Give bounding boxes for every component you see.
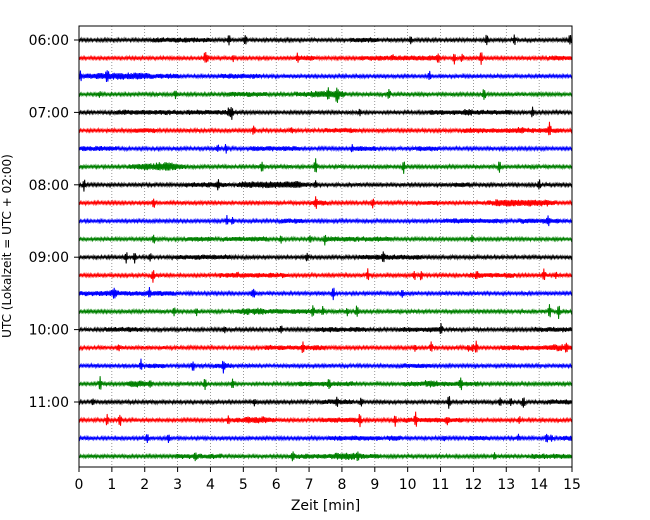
y-tick-label: 11:00 (29, 395, 69, 411)
trace-0930 (78, 287, 573, 301)
trace-0700 (78, 106, 573, 120)
x-tick-label: 8 (337, 477, 346, 493)
trace-1015 (78, 340, 573, 353)
trace-0615 (78, 52, 573, 65)
x-tick-label: 15 (563, 477, 581, 493)
trace-0730 (78, 143, 573, 154)
trace-0815 (78, 196, 573, 209)
trace-0800 (78, 179, 573, 192)
y-axis-ticks: 06:00 07:00 08:00 09:00 10:00 11:00 (29, 33, 79, 411)
y-tick-label: 06:00 (29, 33, 69, 49)
y-tick-label: 10:00 (29, 323, 69, 339)
y-tick-label: 07:00 (29, 105, 69, 121)
trace-0845 (78, 234, 573, 246)
x-tick-label: 10 (399, 477, 417, 493)
x-tick-label: 5 (239, 477, 248, 493)
trace-1145 (78, 451, 573, 462)
trace-0630 (78, 70, 573, 83)
x-tick-label: 14 (530, 477, 548, 493)
trace-0600 (78, 34, 573, 46)
trace-1115 (78, 411, 573, 428)
trace-1045 (78, 376, 573, 391)
x-tick-label: 0 (75, 477, 84, 493)
trace-0945 (78, 304, 573, 320)
x-tick-label: 7 (305, 477, 314, 493)
plot-frame (78, 25, 573, 468)
x-axis-label: Zeit [min] (291, 498, 360, 514)
x-tick-label: 6 (272, 477, 281, 493)
y-tick-label: 09:00 (29, 250, 69, 266)
x-tick-label: 13 (497, 477, 515, 493)
x-tick-label: 11 (432, 477, 450, 493)
x-axis-ticks: 0 1 2 3 4 5 6 7 8 9 10 11 12 13 14 15 (75, 467, 581, 493)
trace-1000 (78, 323, 573, 335)
seismic-traces (78, 34, 573, 462)
trace-0830 (78, 214, 573, 227)
trace-1030 (78, 358, 573, 374)
trace-1130 (78, 433, 573, 444)
x-tick-label: 2 (140, 477, 149, 493)
trace-0915 (78, 268, 573, 283)
x-tick-label: 9 (370, 477, 379, 493)
x-tick-label: 1 (107, 477, 116, 493)
y-axis-label: UTC (Lokalzeit = UTC + 02:00) (0, 154, 14, 338)
trace-0900 (78, 251, 573, 264)
trace-0715 (78, 121, 573, 136)
trace-1100 (78, 396, 573, 409)
trace-0645 (78, 87, 573, 103)
x-tick-label: 12 (464, 477, 482, 493)
x-tick-label: 3 (173, 477, 182, 493)
y-tick-label: 08:00 (29, 178, 69, 194)
x-tick-label: 4 (206, 477, 215, 493)
trace-0745 (78, 158, 573, 174)
